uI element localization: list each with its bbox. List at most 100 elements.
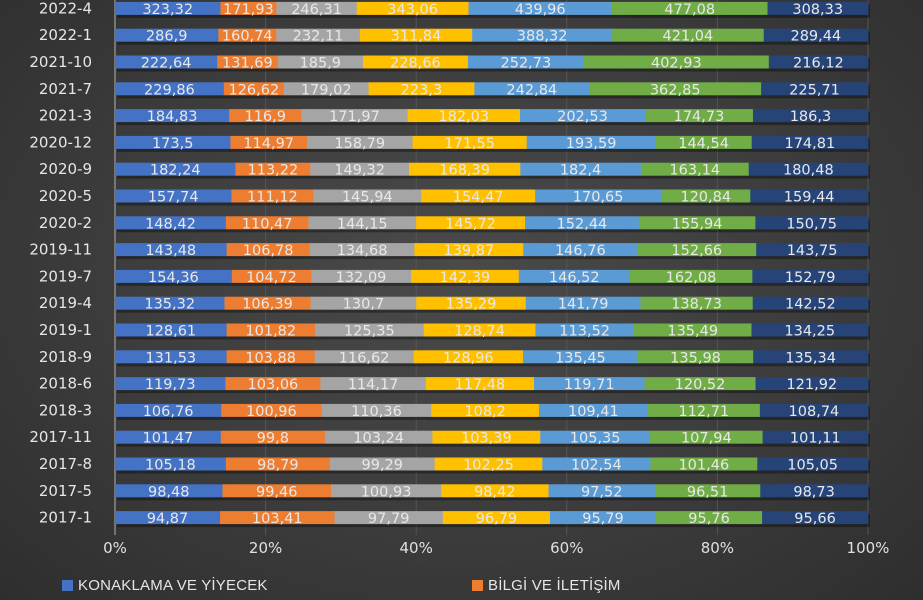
bar-segment[interactable] <box>416 296 527 310</box>
bar-segment[interactable] <box>534 377 645 391</box>
bar-segment[interactable] <box>629 269 753 283</box>
bar-segment[interactable] <box>231 189 314 203</box>
bar-segment[interactable] <box>654 484 761 498</box>
bar-segment[interactable] <box>752 269 869 283</box>
bar-segment[interactable] <box>362 55 469 69</box>
bar-segment[interactable] <box>767 1 869 15</box>
bar-segment[interactable] <box>324 430 433 444</box>
bar-segment[interactable] <box>549 511 657 525</box>
bar-segment[interactable] <box>757 457 869 471</box>
bar-segment[interactable] <box>413 350 524 364</box>
bar-segment[interactable] <box>226 350 315 364</box>
bar-segment[interactable] <box>356 1 469 15</box>
bar-segment[interactable] <box>432 430 541 444</box>
bar-segment[interactable] <box>535 189 662 203</box>
bar-segment[interactable] <box>334 511 444 525</box>
bar-segment[interactable] <box>225 216 309 230</box>
bar-segment[interactable] <box>115 430 222 444</box>
bar-segment[interactable] <box>224 296 311 310</box>
bar-segment[interactable] <box>441 484 549 498</box>
bar-segment[interactable] <box>115 109 230 123</box>
bar-segment[interactable] <box>661 189 751 203</box>
bar-segment[interactable] <box>311 269 412 283</box>
bar-segment[interactable] <box>425 377 535 391</box>
bar-segment[interactable] <box>526 135 656 149</box>
bar-segment[interactable] <box>220 430 326 444</box>
bar-segment[interactable] <box>115 243 227 257</box>
bar-segment[interactable] <box>115 511 221 525</box>
bar-segment[interactable] <box>522 350 639 364</box>
bar-segment[interactable] <box>115 162 236 176</box>
bar-segment[interactable] <box>310 162 410 176</box>
bar-segment[interactable] <box>768 55 869 69</box>
bar-segment[interactable] <box>753 350 869 364</box>
bar-segment[interactable] <box>115 1 221 15</box>
bar-segment[interactable] <box>115 403 222 417</box>
bar-segment[interactable] <box>412 135 528 149</box>
bar-segment[interactable] <box>752 296 869 310</box>
bar-segment[interactable] <box>115 189 232 203</box>
bar-segment[interactable] <box>314 350 414 364</box>
bar-segment[interactable] <box>276 28 361 42</box>
bar-segment[interactable] <box>217 55 278 69</box>
bar-segment[interactable] <box>640 296 753 310</box>
bar-segment[interactable] <box>225 377 321 391</box>
bar-segment[interactable] <box>283 82 369 96</box>
bar-segment[interactable] <box>644 377 756 391</box>
bar-segment[interactable] <box>221 403 322 417</box>
bar-segment[interactable] <box>306 135 413 149</box>
legend-item-konaklama[interactable]: KONAKLAMA VE YİYECEK <box>62 577 268 594</box>
bar-segment[interactable] <box>321 403 432 417</box>
bar-segment[interactable] <box>115 484 223 498</box>
bar-segment[interactable] <box>408 162 521 176</box>
bar-segment[interactable] <box>468 1 613 15</box>
bar-segment[interactable] <box>115 216 227 230</box>
bar-segment[interactable] <box>421 189 536 203</box>
bar-segment[interactable] <box>231 269 312 283</box>
bar-segment[interactable] <box>368 82 475 96</box>
bar-segment[interactable] <box>431 403 540 417</box>
bar-segment[interactable] <box>755 377 869 391</box>
bar-segment[interactable] <box>763 28 869 42</box>
bar-segment[interactable] <box>330 484 442 498</box>
bar-segment[interactable] <box>115 323 227 337</box>
bar-segment[interactable] <box>583 55 770 69</box>
bar-segment[interactable] <box>467 55 585 69</box>
bar-segment[interactable] <box>223 82 285 96</box>
bar-segment[interactable] <box>748 162 869 176</box>
bar-segment[interactable] <box>647 403 761 417</box>
bar-segment[interactable] <box>235 162 311 176</box>
bar-segment[interactable] <box>548 484 656 498</box>
legend-item-bilgi[interactable]: BİLGİ VE İLETİŞİM <box>472 577 621 594</box>
bar-segment[interactable] <box>525 296 641 310</box>
bar-segment[interactable] <box>750 189 869 203</box>
bar-segment[interactable] <box>589 82 762 96</box>
bar-segment[interactable] <box>633 323 752 337</box>
bar-segment[interactable] <box>218 28 277 42</box>
bar-segment[interactable] <box>650 430 763 444</box>
bar-segment[interactable] <box>751 135 869 149</box>
bar-segment[interactable] <box>115 350 227 364</box>
bar-segment[interactable] <box>407 109 521 123</box>
bar-segment[interactable] <box>638 216 756 230</box>
bar-segment[interactable] <box>518 269 630 283</box>
bar-segment[interactable] <box>411 269 520 283</box>
bar-segment[interactable] <box>756 243 869 257</box>
bar-segment[interactable] <box>520 162 642 176</box>
bar-segment[interactable] <box>310 296 417 310</box>
bar-segment[interactable] <box>434 457 543 471</box>
bar-segment[interactable] <box>222 484 332 498</box>
bar-segment[interactable] <box>761 82 869 96</box>
bar-segment[interactable] <box>755 216 869 230</box>
bar-segment[interactable] <box>309 243 415 257</box>
bar-segment[interactable] <box>612 28 765 42</box>
bar-segment[interactable] <box>115 457 227 471</box>
bar-segment[interactable] <box>637 350 754 364</box>
bar-segment[interactable] <box>220 1 277 15</box>
bar-segment[interactable] <box>226 323 316 337</box>
bar-segment[interactable] <box>540 430 651 444</box>
bar-segment[interactable] <box>115 82 225 96</box>
bar-segment[interactable] <box>308 216 417 230</box>
bar-segment[interactable] <box>314 323 425 337</box>
bar-segment[interactable] <box>640 162 750 176</box>
